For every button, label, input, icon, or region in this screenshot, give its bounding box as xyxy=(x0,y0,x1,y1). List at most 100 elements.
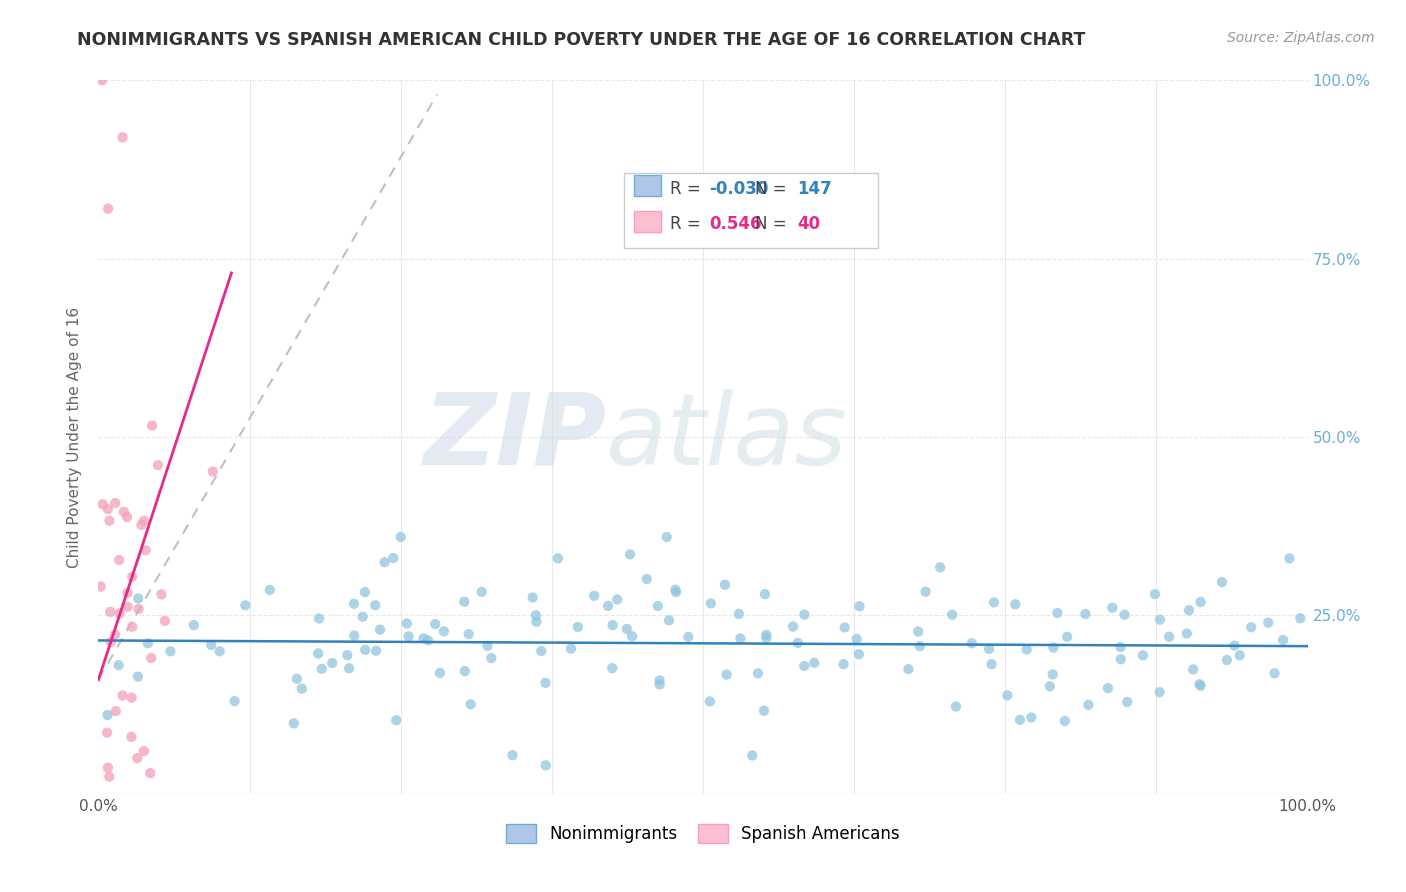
Point xyxy=(454,664,477,678)
Point xyxy=(97,502,120,516)
Point xyxy=(412,632,434,646)
Point xyxy=(716,667,738,681)
Point xyxy=(104,627,127,641)
Point xyxy=(699,694,721,708)
Point xyxy=(606,592,628,607)
Point xyxy=(655,530,678,544)
Point xyxy=(1149,613,1171,627)
Point xyxy=(364,644,387,658)
Point xyxy=(98,605,121,619)
Point xyxy=(1229,648,1251,663)
Point xyxy=(1008,713,1031,727)
Point xyxy=(983,595,1005,609)
Text: ZIP: ZIP xyxy=(423,389,606,485)
Point xyxy=(90,580,112,594)
Point xyxy=(945,699,967,714)
Point xyxy=(128,602,150,616)
Point xyxy=(98,770,121,784)
Point xyxy=(127,591,149,606)
Point xyxy=(941,607,963,622)
Point xyxy=(636,572,658,586)
Point xyxy=(108,553,131,567)
Point xyxy=(730,632,752,646)
Point xyxy=(960,636,983,650)
Point xyxy=(395,616,418,631)
Legend: Nonimmigrants, Spanish Americans: Nonimmigrants, Spanish Americans xyxy=(499,817,907,850)
Point xyxy=(664,582,686,597)
Point xyxy=(1077,698,1099,712)
Point xyxy=(429,665,451,680)
Point xyxy=(321,656,343,670)
Point xyxy=(1021,710,1043,724)
Point xyxy=(1188,677,1211,691)
Point xyxy=(153,614,176,628)
Point xyxy=(848,647,870,661)
Point xyxy=(91,497,114,511)
Point xyxy=(522,591,544,605)
Point xyxy=(755,628,778,642)
Text: 147: 147 xyxy=(797,180,832,198)
Point xyxy=(1175,626,1198,640)
Point xyxy=(665,585,688,599)
Point xyxy=(583,589,606,603)
Point xyxy=(1114,607,1136,622)
Point xyxy=(786,636,808,650)
Point xyxy=(121,620,143,634)
Point xyxy=(291,681,314,696)
Point xyxy=(1015,642,1038,657)
Point xyxy=(1182,662,1205,676)
Point xyxy=(534,758,557,772)
Point xyxy=(907,624,929,639)
Point xyxy=(1157,630,1180,644)
Point xyxy=(208,644,231,658)
Point xyxy=(782,619,804,633)
Point xyxy=(1074,607,1097,621)
Text: -0.030: -0.030 xyxy=(709,180,769,198)
Point xyxy=(131,517,153,532)
Point xyxy=(1109,640,1132,654)
Point xyxy=(1178,603,1201,617)
Point xyxy=(700,596,723,610)
Point xyxy=(382,551,405,566)
Point xyxy=(803,656,825,670)
Y-axis label: Child Poverty Under the Age of 16: Child Poverty Under the Age of 16 xyxy=(67,307,83,567)
Point xyxy=(259,582,281,597)
Point xyxy=(897,662,920,676)
Point xyxy=(308,611,330,625)
Point xyxy=(97,761,120,775)
Point xyxy=(285,672,308,686)
Point xyxy=(374,555,396,569)
Point xyxy=(567,620,589,634)
Point xyxy=(526,615,548,629)
Point xyxy=(845,632,868,646)
Point xyxy=(98,514,121,528)
Point xyxy=(336,648,359,662)
Point xyxy=(1223,639,1246,653)
FancyBboxPatch shape xyxy=(634,211,661,232)
Point xyxy=(1132,648,1154,663)
Point xyxy=(1211,575,1233,590)
Point xyxy=(1216,653,1239,667)
Point xyxy=(121,690,143,705)
Point xyxy=(1039,679,1062,693)
Point xyxy=(747,666,769,681)
Point xyxy=(457,627,479,641)
Point xyxy=(600,661,623,675)
Point xyxy=(547,551,569,566)
Point xyxy=(647,599,669,613)
Point xyxy=(727,607,749,621)
Point xyxy=(132,744,155,758)
Point xyxy=(755,631,778,645)
Point xyxy=(352,609,374,624)
Point xyxy=(141,651,163,665)
Point xyxy=(616,622,638,636)
Point xyxy=(560,641,582,656)
Point xyxy=(354,643,377,657)
Point xyxy=(914,584,936,599)
Point xyxy=(1149,685,1171,699)
Point xyxy=(91,73,114,87)
Point xyxy=(1109,652,1132,666)
Text: N =: N = xyxy=(755,180,792,198)
Point xyxy=(648,677,671,691)
Point xyxy=(741,748,763,763)
